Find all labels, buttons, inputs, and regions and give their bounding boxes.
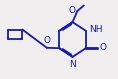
Text: NH: NH: [89, 25, 102, 34]
Text: O: O: [68, 6, 75, 15]
Text: O: O: [99, 43, 106, 52]
Text: N: N: [69, 60, 76, 69]
Text: O: O: [44, 36, 51, 45]
